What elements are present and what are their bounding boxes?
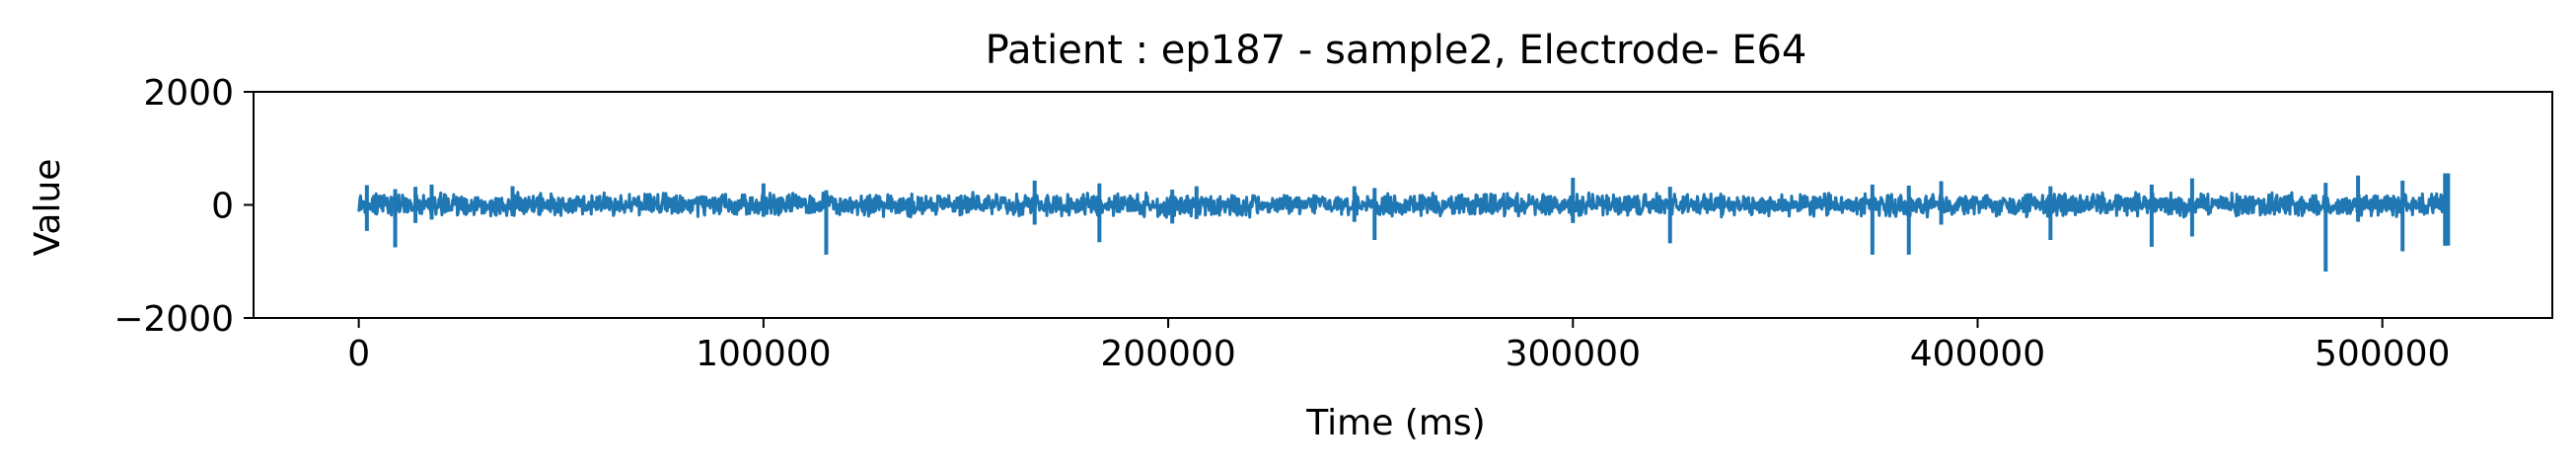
chart-title: Patient : ep187 - sample2, Electrode- E6… (986, 28, 1807, 73)
y-axis: −2000 0 2000 (113, 73, 254, 340)
x-tick-label: 400000 (1910, 334, 2045, 374)
x-tick-label: 500000 (2315, 334, 2450, 374)
x-tick-label: 300000 (1506, 334, 1641, 374)
series-line (357, 191, 2449, 219)
y-tick-label: 0 (211, 187, 234, 227)
y-tick-label: −2000 (113, 299, 234, 340)
x-tick-label: 200000 (1100, 334, 1235, 374)
x-axis-label: Time (ms) (1305, 403, 1485, 443)
x-axis: 0 100000 200000 300000 400000 500000 (347, 318, 2450, 374)
x-tick-label: 0 (347, 334, 370, 374)
y-tick-label: 2000 (143, 73, 234, 114)
y-axis-label: Value (28, 159, 68, 257)
x-tick-label: 100000 (696, 334, 831, 374)
series-layer (357, 173, 2451, 273)
